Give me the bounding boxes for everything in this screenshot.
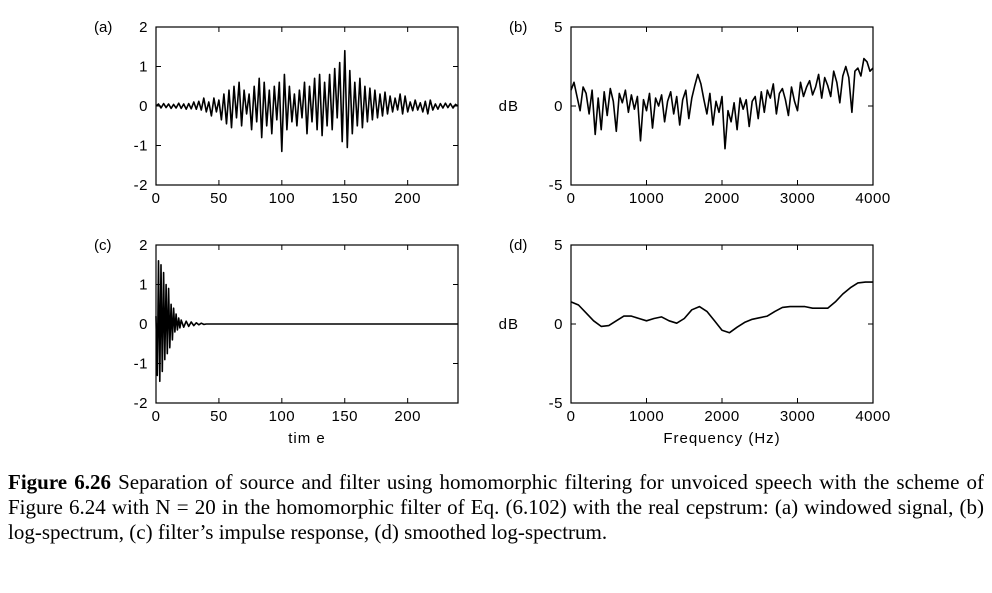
series-line-a <box>155 49 459 153</box>
y-axis-label: dB <box>499 98 519 115</box>
y-tick-label: 2 <box>139 19 148 36</box>
x-tick-label: 1000 <box>629 190 664 207</box>
y-tick-label: 5 <box>554 237 563 254</box>
x-tick-label: 2000 <box>704 190 739 207</box>
x-tick-label: 200 <box>394 190 421 207</box>
panel-b: 0 1000 2000 3000 4000-505(b)dB <box>499 19 891 207</box>
x-tick-label: 0 <box>567 408 576 425</box>
x-axis-label: tim e <box>288 430 326 447</box>
x-tick-label: 4000 <box>855 190 890 207</box>
x-axis-label: Frequency (Hz) <box>663 430 780 447</box>
panel-label: (d) <box>509 237 527 254</box>
x-tick-label: 50 <box>210 408 228 425</box>
y-axis-label: dB <box>499 316 519 333</box>
panel-label: (b) <box>509 19 527 36</box>
y-tick-label: -2 <box>134 177 148 194</box>
x-tick-label: 3000 <box>780 190 815 207</box>
x-tick-label: 0 <box>152 408 161 425</box>
series-line-c <box>155 259 458 383</box>
panel-label: (a) <box>94 19 112 36</box>
caption-label: Figure 6.26 <box>8 470 111 494</box>
y-tick-label: -1 <box>134 356 148 373</box>
plot-frame-d <box>570 244 874 404</box>
figure-caption: Figure 6.26 Separation of source and fil… <box>8 470 984 545</box>
y-tick-label: 1 <box>139 59 148 76</box>
panel-c: 0 50 100 150 200 -2 -1 0 1 2 (c) tim e <box>94 237 459 447</box>
x-tick-label: 150 <box>331 408 358 425</box>
series-line-b <box>570 57 874 150</box>
y-tick-label: 2 <box>139 237 148 254</box>
x-tick-label: 100 <box>269 408 296 425</box>
y-tick-label: 5 <box>554 19 563 36</box>
y-tick-label: 1 <box>139 277 148 294</box>
x-tick-label: 150 <box>331 190 358 207</box>
y-tick-label: -2 <box>134 395 148 412</box>
y-tick-label: 0 <box>554 98 563 115</box>
y-tick-label: -1 <box>134 138 148 155</box>
y-tick-label: 0 <box>554 316 563 333</box>
caption-text: Separation of source and filter using ho… <box>8 470 984 544</box>
x-tick-label: 4000 <box>855 408 890 425</box>
x-tick-label: 1000 <box>629 408 664 425</box>
x-tick-label: 100 <box>269 190 296 207</box>
x-tick-label: 0 <box>567 190 576 207</box>
plot-frame-a <box>155 26 459 186</box>
x-tick-label: 50 <box>210 190 228 207</box>
x-tick-label: 3000 <box>780 408 815 425</box>
y-tick-label: -5 <box>549 395 563 412</box>
panel-label: (c) <box>94 237 112 254</box>
y-tick-label: 0 <box>139 316 148 333</box>
x-tick-label: 0 <box>152 190 161 207</box>
panel-a: 0 50 100 150 200 -2 -1 0 1 2 (a) <box>94 19 459 207</box>
x-tick-label: 2000 <box>704 408 739 425</box>
y-tick-label: 0 <box>139 98 148 115</box>
x-tick-label: 200 <box>394 408 421 425</box>
y-tick-label: -5 <box>549 177 563 194</box>
series-line-d <box>570 281 873 334</box>
